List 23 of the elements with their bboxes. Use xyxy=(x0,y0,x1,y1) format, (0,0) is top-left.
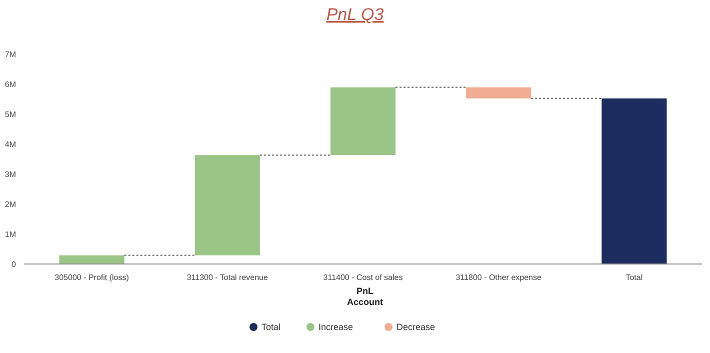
bar xyxy=(602,98,667,264)
x-tick-label: 311800 - Other expense xyxy=(456,273,542,282)
bar xyxy=(59,255,124,264)
y-tick-label: 2M xyxy=(4,200,16,209)
y-tick-label: 3M xyxy=(4,170,16,179)
legend-label: Increase xyxy=(318,322,354,332)
legend-label: Decrease xyxy=(396,322,436,332)
x-tick-label: Total xyxy=(626,273,643,282)
x-tick-label: 305000 - Profit (loss) xyxy=(54,273,130,282)
y-tick-label: 1M xyxy=(4,230,16,239)
legend-label: Total xyxy=(262,322,281,332)
y-tick-label: 5M xyxy=(4,110,16,119)
x-tick-label: 311400 - Cost of sales xyxy=(323,273,403,282)
y-tick-label: 4M xyxy=(4,140,16,149)
y-tick-label: 6M xyxy=(4,80,16,89)
x-tick-label: 311300 - Total revenue xyxy=(186,273,268,282)
bar xyxy=(194,155,260,256)
bar xyxy=(330,87,396,156)
x-axis-title: PnL Account xyxy=(347,286,384,307)
chart-title: PnL Q3 xyxy=(326,5,384,24)
y-tick-label: 0 xyxy=(12,260,17,269)
y-tick-label: 7M xyxy=(4,50,16,59)
bar xyxy=(466,87,532,98)
